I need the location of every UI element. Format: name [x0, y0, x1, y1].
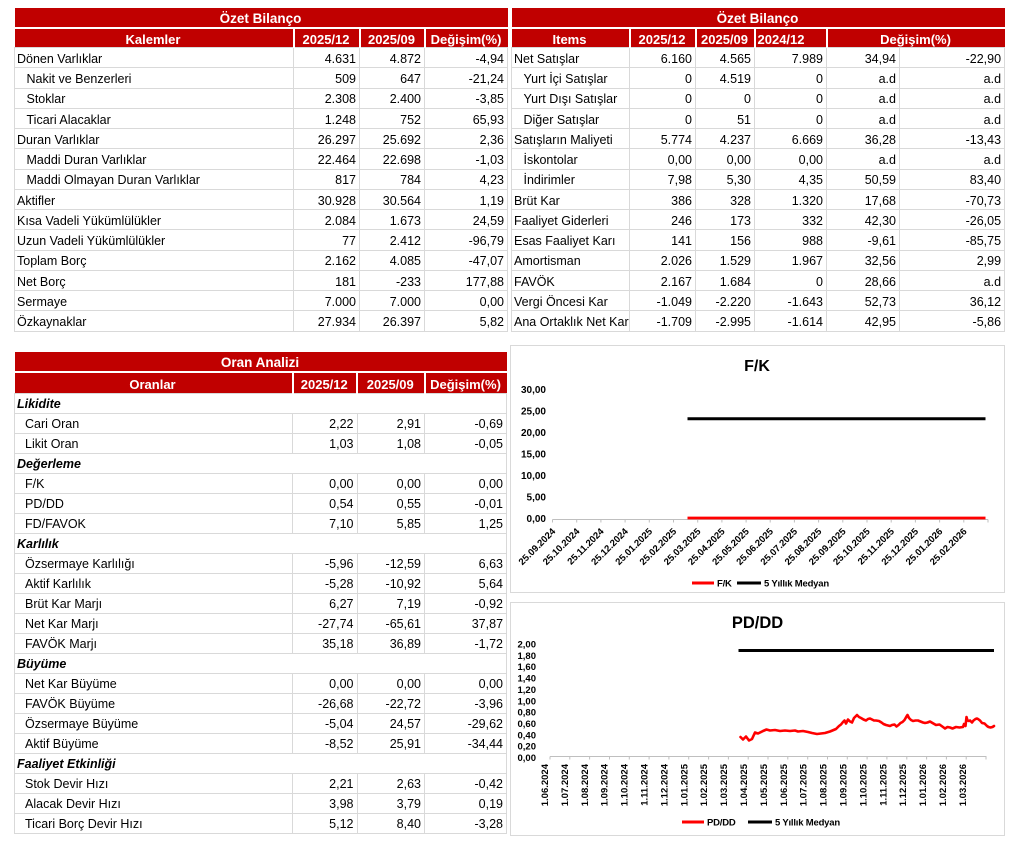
svg-text:1.07.2024: 1.07.2024	[560, 763, 571, 806]
svg-text:PD/DD: PD/DD	[732, 614, 783, 632]
svg-text:1.11.2024: 1.11.2024	[640, 763, 651, 805]
svg-text:1,80: 1,80	[518, 651, 537, 662]
svg-text:1.02.2026: 1.02.2026	[938, 764, 949, 806]
svg-text:1.08.2025: 1.08.2025	[819, 763, 830, 806]
svg-text:1.11.2025: 1.11.2025	[878, 763, 889, 805]
svg-text:1.01.2026: 1.01.2026	[918, 764, 929, 806]
svg-text:0,80: 0,80	[518, 708, 537, 719]
svg-text:1.10.2024: 1.10.2024	[620, 763, 631, 806]
svg-text:5 Yıllık Medyan: 5 Yıllık Medyan	[764, 579, 829, 590]
svg-text:1.07.2025: 1.07.2025	[799, 763, 810, 806]
svg-text:1.06.2025: 1.06.2025	[779, 763, 790, 806]
svg-text:F/K: F/K	[717, 579, 732, 590]
svg-text:1.01.2025: 1.01.2025	[679, 763, 690, 806]
svg-text:0,40: 0,40	[518, 730, 537, 741]
svg-text:1,60: 1,60	[518, 662, 537, 673]
svg-text:1,20: 1,20	[518, 685, 537, 696]
svg-text:30,00: 30,00	[521, 385, 546, 396]
svg-text:1.03.2025: 1.03.2025	[719, 763, 730, 806]
svg-text:1.02.2025: 1.02.2025	[699, 763, 710, 806]
svg-text:0,20: 0,20	[518, 742, 537, 753]
svg-text:1.12.2024: 1.12.2024	[659, 763, 670, 806]
svg-text:0,00: 0,00	[518, 753, 537, 764]
svg-text:1.12.2025: 1.12.2025	[898, 763, 909, 806]
svg-text:1.03.2026: 1.03.2026	[958, 764, 969, 806]
svg-text:2,00: 2,00	[518, 640, 537, 651]
svg-text:1.05.2025: 1.05.2025	[759, 763, 770, 806]
svg-text:1.06.2024: 1.06.2024	[540, 763, 551, 806]
svg-text:25,00: 25,00	[521, 406, 546, 417]
svg-text:0,60: 0,60	[518, 719, 537, 730]
svg-text:5 Yıllık Medyan: 5 Yıllık Medyan	[775, 818, 840, 829]
svg-text:10,00: 10,00	[521, 471, 546, 482]
svg-text:1.04.2025: 1.04.2025	[739, 763, 750, 806]
svg-text:20,00: 20,00	[521, 428, 546, 439]
svg-text:1.09.2025: 1.09.2025	[839, 763, 850, 806]
svg-text:1.08.2024: 1.08.2024	[580, 763, 591, 806]
svg-text:1.09.2024: 1.09.2024	[600, 763, 611, 806]
svg-text:F/K: F/K	[744, 358, 770, 375]
svg-text:5,00: 5,00	[527, 492, 547, 503]
svg-text:1.10.2025: 1.10.2025	[858, 763, 869, 806]
svg-text:15,00: 15,00	[521, 449, 546, 460]
svg-text:1,00: 1,00	[518, 696, 537, 707]
svg-text:1,40: 1,40	[518, 674, 537, 685]
svg-text:0,00: 0,00	[527, 514, 547, 525]
svg-text:PD/DD: PD/DD	[707, 818, 736, 829]
